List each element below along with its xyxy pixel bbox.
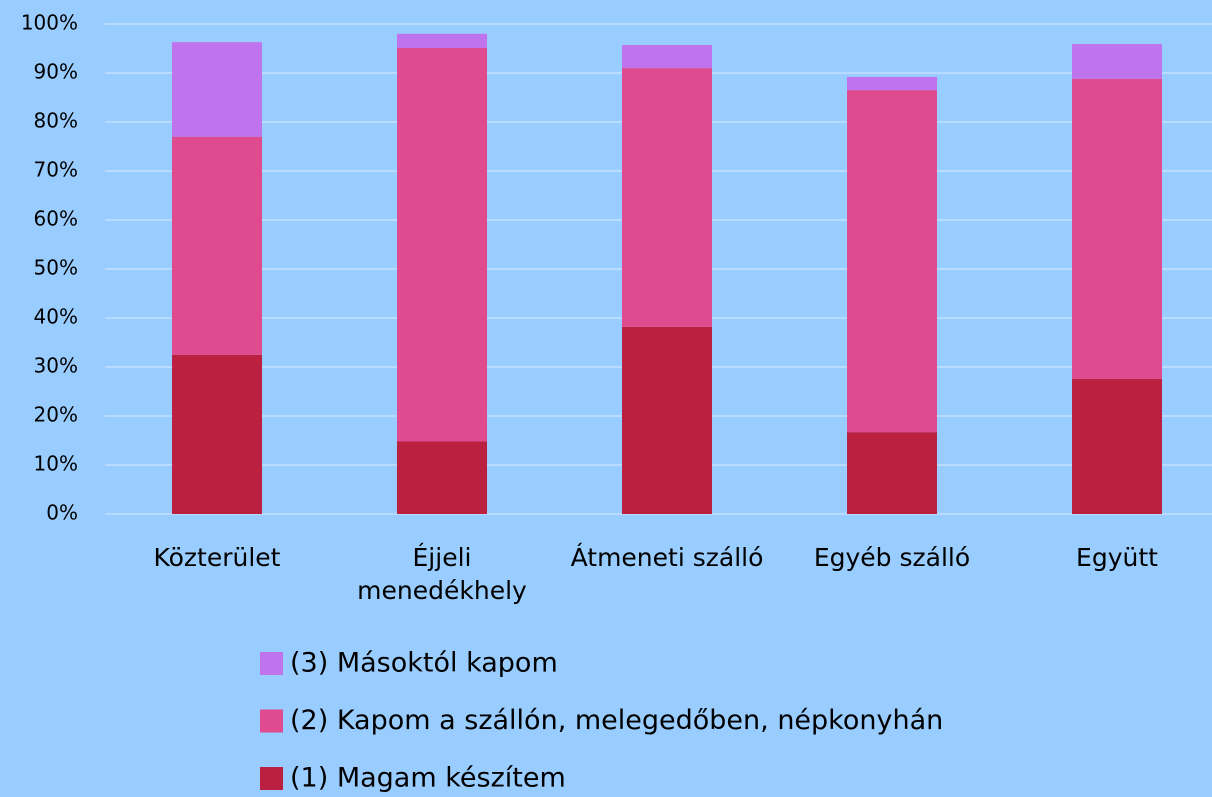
- bar-segment: [172, 136, 262, 355]
- legend-swatch: [260, 709, 283, 733]
- bar-segment: [847, 76, 937, 91]
- y-tick-label: 50%: [34, 256, 78, 280]
- bar-segment: [397, 441, 487, 514]
- bar-segment: [397, 48, 487, 442]
- bar-segment: [1072, 378, 1162, 514]
- x-tick-label: Együtt: [1076, 543, 1158, 572]
- y-tick-label: 70%: [34, 158, 78, 182]
- bar-segment: [172, 354, 262, 514]
- x-tick-label: Egyéb szálló: [813, 543, 971, 572]
- legend-swatch: [260, 652, 283, 675]
- y-tick-label: 10%: [34, 452, 78, 476]
- y-tick-label: 80%: [34, 109, 78, 133]
- x-tick-label: Átmeneti szálló: [570, 543, 764, 572]
- x-tick-label: Közterület: [153, 543, 281, 572]
- legend-label: (3) Másoktól kapom: [290, 648, 558, 679]
- y-tick-label: 30%: [34, 354, 78, 378]
- x-tick-label: Éjjeli menedékhely: [357, 543, 527, 605]
- bar-segment: [172, 42, 262, 137]
- bar-segment: [847, 90, 937, 433]
- legend-label: (2) Kapom a szállón, melegedőben, népkon…: [290, 705, 943, 736]
- bar-segment: [622, 45, 712, 69]
- y-tick-label: 40%: [34, 305, 78, 329]
- bar-segment: [847, 432, 937, 514]
- bar-segment: [1072, 44, 1162, 79]
- legend-swatch: [260, 767, 283, 790]
- bar-segment: [1072, 78, 1162, 379]
- y-tick-label: 20%: [34, 403, 78, 427]
- legend-label: (1) Magam készítem: [290, 763, 566, 794]
- bar-segment: [622, 68, 712, 327]
- bar-segment: [397, 33, 487, 49]
- y-tick-label: 100%: [21, 11, 78, 35]
- y-tick-label: 60%: [34, 207, 78, 231]
- y-tick-label: 90%: [34, 60, 78, 84]
- bar-segment: [622, 326, 712, 514]
- y-tick-label: 0%: [46, 501, 78, 525]
